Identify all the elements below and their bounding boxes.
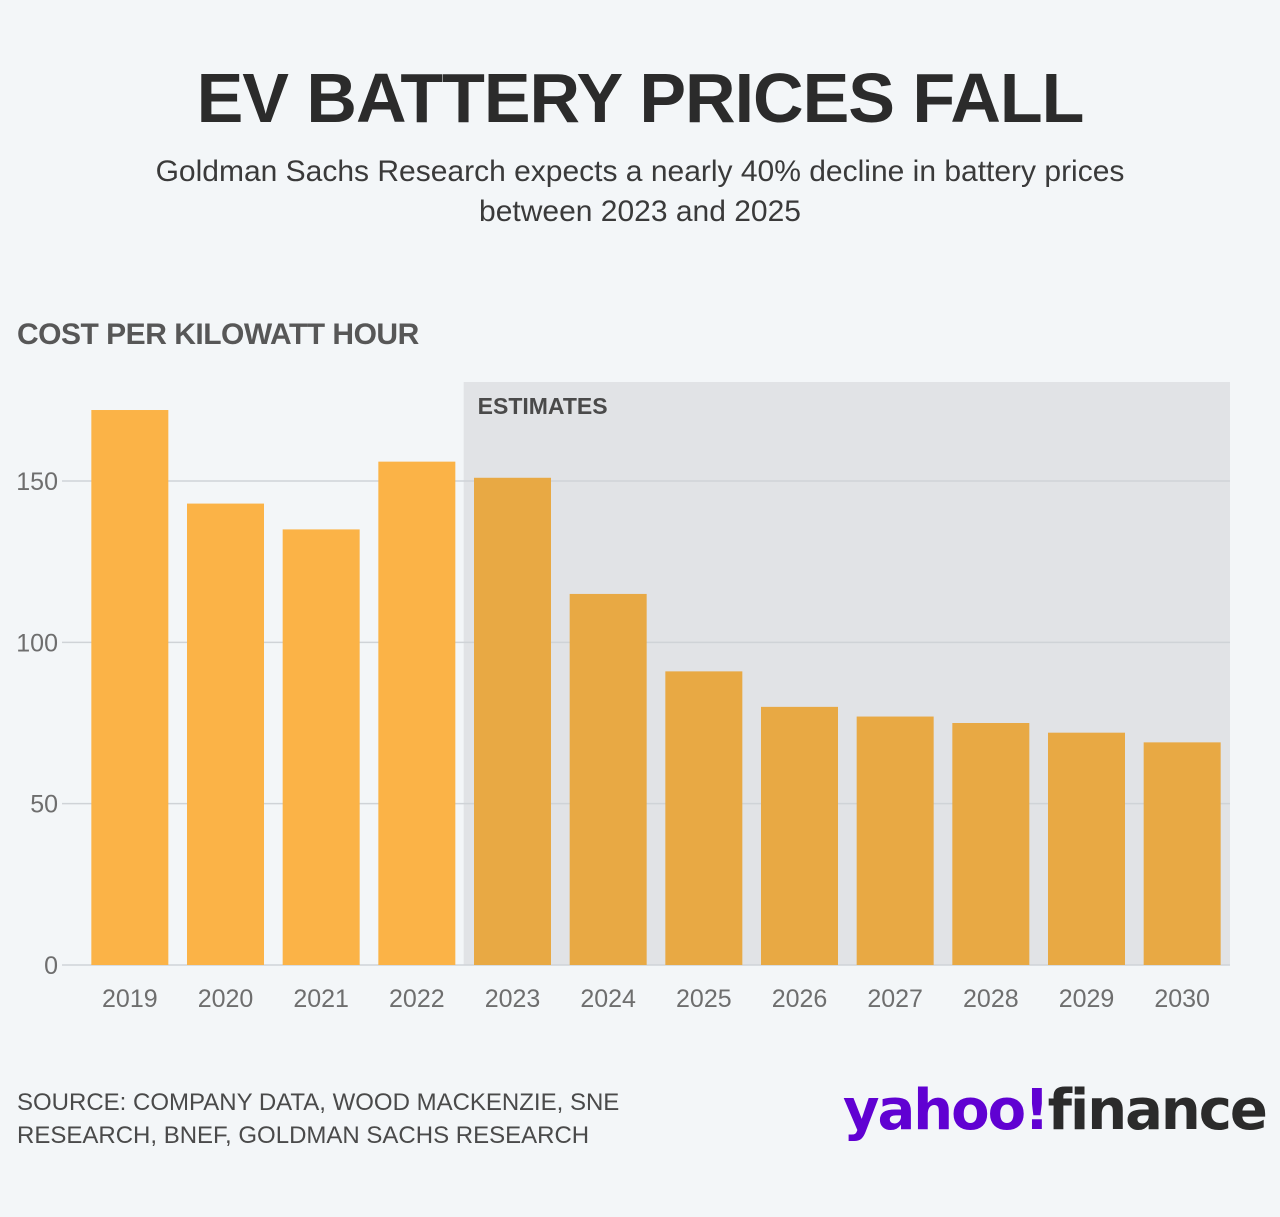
source-note: SOURCE: COMPANY DATA, WOOD MACKENZIE, SN… xyxy=(17,1086,717,1152)
y-tick-label: 100 xyxy=(16,629,58,657)
x-tick-label: 2019 xyxy=(102,985,158,1013)
subtitle-line-2: between 2023 and 2025 xyxy=(479,195,801,228)
chart-title: EV BATTERY PRICES FALL xyxy=(196,59,1085,137)
logo-finance: finance xyxy=(1047,1078,1268,1143)
y-axis-label: COST PER KILOWATT HOUR xyxy=(17,318,419,351)
x-tick-label: 2029 xyxy=(1059,985,1115,1013)
bar-2021 xyxy=(282,529,360,965)
bar-2026 xyxy=(761,706,838,965)
bar-2027 xyxy=(856,716,934,965)
bar-2022 xyxy=(378,461,456,965)
bar-2029 xyxy=(1048,732,1125,965)
bar-2023 xyxy=(474,477,551,965)
x-tick-label: 2025 xyxy=(676,985,732,1013)
bar-2025 xyxy=(665,671,743,965)
bar-2030 xyxy=(1143,742,1221,965)
x-tick-label: 2021 xyxy=(293,985,349,1013)
bar-2019 xyxy=(91,410,169,966)
x-tick-label: 2028 xyxy=(963,985,1019,1013)
y-tick-label: 0 xyxy=(44,952,58,980)
x-tick-label: 2026 xyxy=(772,985,828,1013)
x-tick-label: 2024 xyxy=(580,985,636,1013)
chart-subtitle: Goldman Sachs Research expects a nearly … xyxy=(50,152,1230,232)
bar-2028 xyxy=(952,723,1030,965)
x-tick-label: 2020 xyxy=(198,985,254,1013)
logo-yahoo: yahoo! xyxy=(843,1078,1050,1143)
bar-2020 xyxy=(187,503,264,965)
x-tick-label: 2023 xyxy=(485,985,541,1013)
bar-2024 xyxy=(569,593,647,965)
bar-chart: ESTIMATES 0 50 100 150 2019 2020 2021 2022 2023 20… xyxy=(16,382,1231,1013)
subtitle-line-1: Goldman Sachs Research expects a nearly … xyxy=(155,155,1125,188)
source-line-2: RESEARCH, BNEF, GOLDMAN SACHS RESEARCH xyxy=(17,1122,590,1149)
source-line-1: SOURCE: COMPANY DATA, WOOD MACKENZIE, SN… xyxy=(17,1089,620,1116)
y-tick-label: 50 xyxy=(30,791,58,819)
yahoo-finance-logo: yahoo!finance xyxy=(843,1078,1268,1143)
x-tick-label: 2022 xyxy=(389,985,445,1013)
x-tick-label: 2027 xyxy=(867,985,923,1013)
x-tick-label: 2030 xyxy=(1154,985,1210,1013)
y-tick-label: 150 xyxy=(16,468,58,496)
estimates-label: ESTIMATES xyxy=(478,393,608,419)
